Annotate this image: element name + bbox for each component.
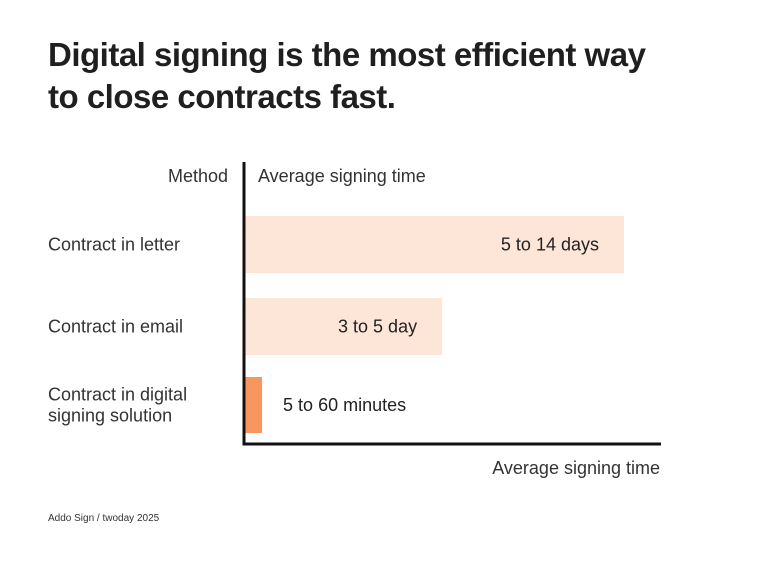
- category-label-1: Contract in letter: [48, 235, 180, 255]
- category-label-line: Contract in letter: [48, 235, 180, 255]
- category-label-line: Contract in email: [48, 317, 183, 337]
- category-header: Method: [168, 166, 228, 186]
- chart-title: Digital signing is the most efficient wa…: [48, 36, 646, 115]
- bar-value-label-2: 3 to 5 day: [338, 317, 417, 337]
- bar-value-label-3: 5 to 60 minutes: [283, 395, 406, 415]
- bar-3: [245, 377, 263, 433]
- source-note: Addo Sign / twoday 2025: [48, 513, 160, 524]
- bar-value-label-1: 5 to 14 days: [501, 235, 599, 255]
- category-label-line: Contract in digital: [48, 385, 187, 405]
- x-axis-label: Average signing time: [492, 458, 660, 478]
- bar-2: [245, 298, 443, 355]
- bar-1: [245, 216, 624, 273]
- value-header: Average signing time: [258, 166, 426, 186]
- category-label-3: Contract in digital signing solution: [48, 385, 187, 426]
- category-label-2: Contract in email: [48, 317, 183, 337]
- category-label-line: signing solution: [48, 406, 172, 426]
